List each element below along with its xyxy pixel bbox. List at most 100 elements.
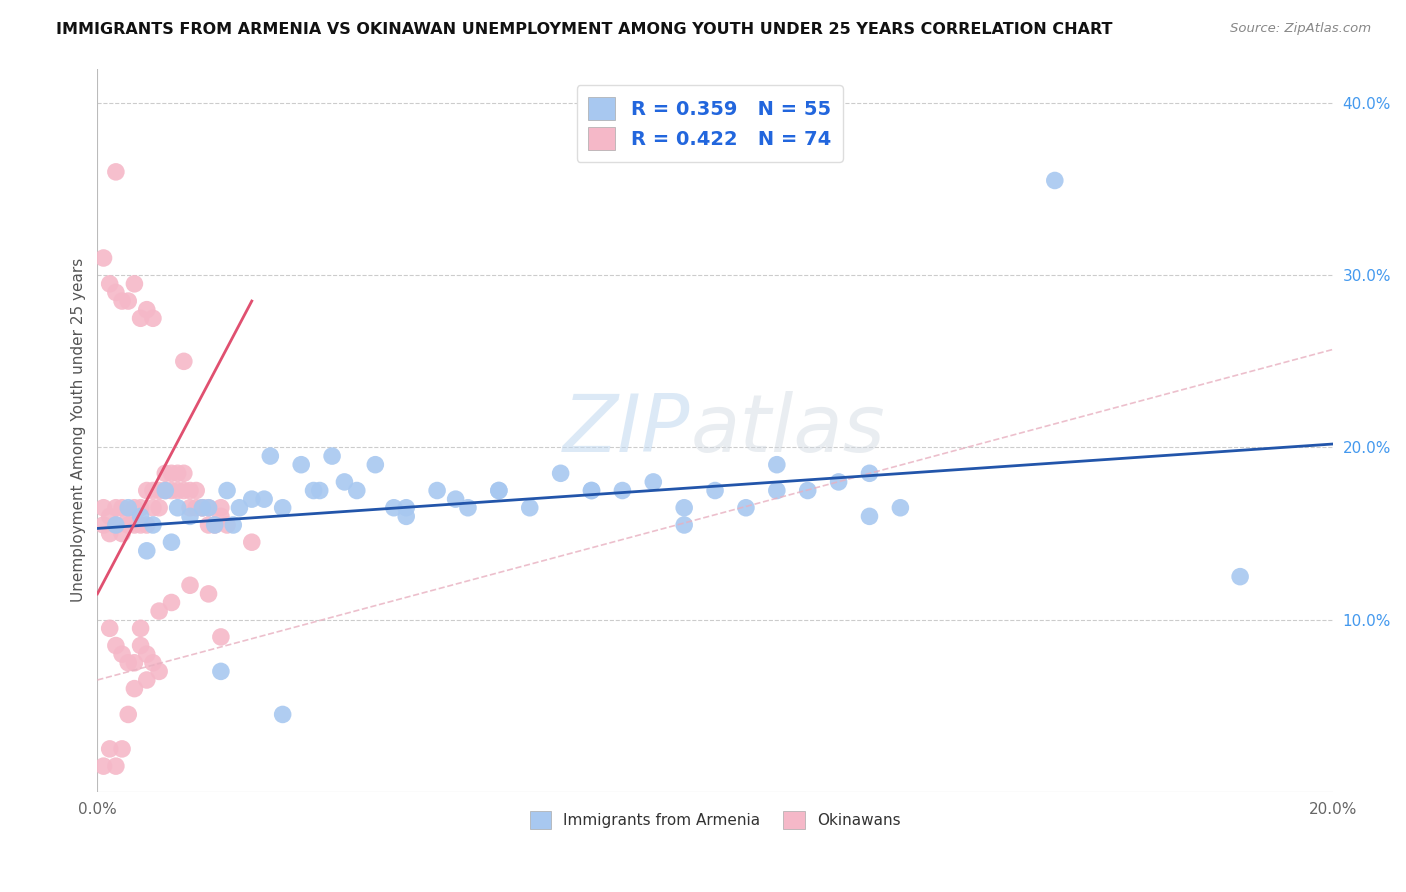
- Point: [197, 518, 219, 533]
- Point: [160, 483, 183, 498]
- Point: [148, 665, 170, 679]
- Point: [179, 500, 201, 515]
- Text: atlas: atlas: [690, 392, 886, 469]
- Point: [191, 500, 214, 515]
- Text: Source: ZipAtlas.com: Source: ZipAtlas.com: [1230, 22, 1371, 36]
- Point: [766, 483, 789, 498]
- Point: [735, 500, 758, 515]
- Point: [209, 665, 232, 679]
- Point: [197, 500, 219, 515]
- Point: [129, 621, 152, 635]
- Point: [581, 483, 603, 498]
- Point: [124, 277, 146, 291]
- Point: [124, 681, 146, 696]
- Point: [111, 742, 134, 756]
- Point: [179, 578, 201, 592]
- Point: [519, 500, 541, 515]
- Point: [444, 492, 467, 507]
- Point: [142, 656, 165, 670]
- Point: [271, 707, 294, 722]
- Point: [111, 500, 134, 515]
- Point: [550, 467, 572, 481]
- Point: [93, 759, 115, 773]
- Point: [104, 500, 127, 515]
- Point: [173, 483, 195, 498]
- Point: [457, 500, 479, 515]
- Point: [148, 604, 170, 618]
- Point: [124, 518, 146, 533]
- Point: [135, 302, 157, 317]
- Point: [488, 483, 510, 498]
- Point: [155, 467, 177, 481]
- Point: [104, 285, 127, 300]
- Point: [426, 483, 449, 498]
- Point: [93, 518, 115, 533]
- Point: [117, 509, 139, 524]
- Point: [98, 621, 121, 635]
- Point: [209, 630, 232, 644]
- Point: [142, 483, 165, 498]
- Point: [148, 483, 170, 498]
- Point: [228, 500, 250, 515]
- Point: [302, 483, 325, 498]
- Point: [308, 483, 330, 498]
- Point: [217, 483, 239, 498]
- Point: [148, 500, 170, 515]
- Point: [253, 492, 276, 507]
- Point: [1043, 173, 1066, 187]
- Point: [240, 535, 263, 549]
- Point: [643, 475, 665, 489]
- Y-axis label: Unemployment Among Youth under 25 years: Unemployment Among Youth under 25 years: [72, 258, 86, 602]
- Point: [382, 500, 405, 515]
- Point: [93, 251, 115, 265]
- Point: [160, 467, 183, 481]
- Point: [129, 500, 152, 515]
- Point: [117, 518, 139, 533]
- Point: [117, 294, 139, 309]
- Point: [209, 509, 232, 524]
- Point: [673, 500, 696, 515]
- Point: [827, 475, 849, 489]
- Point: [166, 500, 188, 515]
- Point: [796, 483, 818, 498]
- Point: [135, 483, 157, 498]
- Point: [98, 509, 121, 524]
- Point: [612, 483, 634, 498]
- Point: [395, 509, 418, 524]
- Point: [117, 656, 139, 670]
- Point: [704, 483, 727, 498]
- Point: [135, 647, 157, 661]
- Point: [117, 707, 139, 722]
- Point: [166, 483, 188, 498]
- Point: [290, 458, 312, 472]
- Point: [160, 535, 183, 549]
- Point: [191, 500, 214, 515]
- Point: [186, 483, 208, 498]
- Point: [124, 500, 146, 515]
- Point: [179, 483, 201, 498]
- Point: [889, 500, 911, 515]
- Point: [346, 483, 368, 498]
- Point: [104, 518, 127, 533]
- Point: [135, 673, 157, 687]
- Point: [179, 509, 201, 524]
- Point: [858, 509, 880, 524]
- Point: [240, 492, 263, 507]
- Text: ZIP: ZIP: [562, 392, 690, 469]
- Point: [93, 500, 115, 515]
- Point: [259, 449, 281, 463]
- Point: [160, 595, 183, 609]
- Point: [155, 483, 177, 498]
- Point: [135, 544, 157, 558]
- Point: [98, 526, 121, 541]
- Point: [166, 467, 188, 481]
- Point: [111, 526, 134, 541]
- Point: [197, 500, 219, 515]
- Point: [142, 500, 165, 515]
- Point: [209, 500, 232, 515]
- Point: [321, 449, 343, 463]
- Point: [191, 500, 214, 515]
- Point: [129, 639, 152, 653]
- Point: [858, 467, 880, 481]
- Point: [104, 165, 127, 179]
